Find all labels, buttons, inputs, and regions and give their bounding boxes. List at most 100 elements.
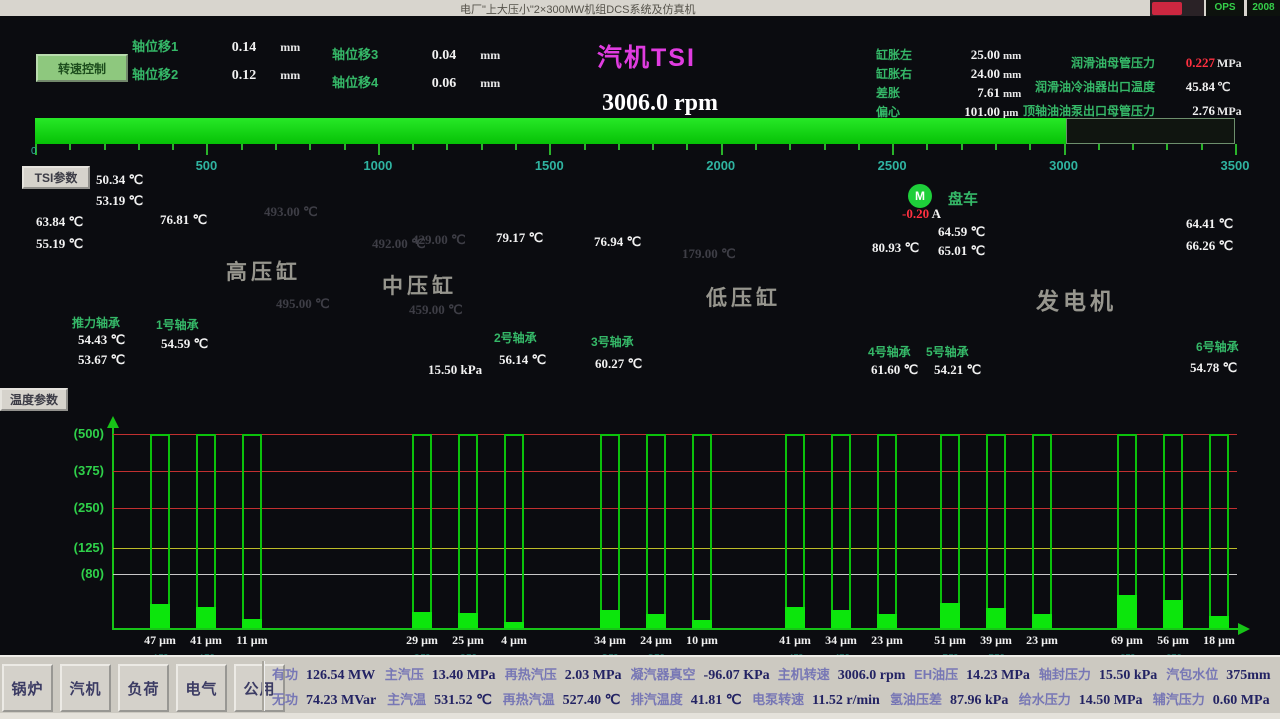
chart-y-tick-label: (80) [80,566,104,581]
bearing3-temp: 60.27 ℃ [595,356,643,371]
parameter-cell: 轴封压力 15.50 kPa [1039,664,1166,684]
axial-label: 轴位移2 [132,67,179,82]
ip-temp-upper: 429.00 ℃ [412,232,466,247]
parameter-label: 辅汽压力 [1152,691,1205,707]
speed-tick [617,144,620,150]
footer-tab-锅炉[interactable]: 锅炉 [2,664,53,712]
speed-tick [1235,144,1237,155]
chart-gridline [113,508,1237,509]
speed-tick [686,144,689,150]
vibration-bar-fill [692,620,712,628]
parameter-value: 13.40 MPa [431,667,496,683]
axial-displacement-row: 轴位移3 0.04 mm [332,44,500,64]
bearing1-top-temp: 76.81 ℃ [160,212,208,227]
speed-bar-empty [1066,118,1235,144]
parameter-value: 15.50 kPa [1098,667,1158,683]
speed-tick-label: 500 [195,158,218,173]
turning-gear-motor-icon[interactable]: M [908,184,932,208]
parameter-cell: 凝汽器真空 -96.07 KPa [631,664,778,684]
speed-tick-label: 1000 [363,158,393,173]
vibration-value-label: 29 μm [406,633,438,647]
parameter-row-1: 有功 126.54 MW 主汽压 13.40 MPa 再热汽压 2.03 MPa 凝汽器真空… [272,664,1280,684]
parameter-cell: 有功 126.54 MW [272,664,385,684]
bearing6-top-temp-1: 64.41 ℃ [1186,216,1234,231]
vibration-bar-fill [412,612,432,628]
vibration-bar-fill [600,610,620,628]
hp-temp-1: 493.00 ℃ [264,204,318,219]
bearing4-temp: 61.60 ℃ [871,362,919,377]
parameter-value: 3006.0 rpm [837,667,906,683]
speed-tick [755,144,757,150]
speed-tick [960,144,963,150]
vibration-value-label: 4 μm [501,633,527,647]
axial-unit: mm [480,76,501,90]
speed-bar [35,118,1235,144]
chart-y-tick-label: (500) [73,426,104,441]
speed-tick-label: 3000 [1049,158,1079,173]
parameter-label: 有功 [272,666,299,682]
vibration-value-label: 11 μm [236,633,268,647]
speed-tick [583,144,586,150]
vibration-value-label: 18 μm [1203,633,1235,647]
vibration-bar-channel [785,434,805,628]
speed-tick-label: 2500 [877,158,907,173]
axial-label: 轴位移3 [332,47,379,62]
speed-tick [1029,144,1032,150]
vibration-value-label: 69 μm [1111,633,1143,647]
vibration-bar-channel [831,434,851,628]
vibration-bar-fill [831,610,851,628]
speed-tick-label: 1500 [534,158,564,173]
parameter-label: 主汽压 [384,666,424,682]
thrust-top-temp-2: 53.19 ℃ [96,193,144,208]
turning-gear-label: 盘车 [948,191,979,208]
parameter-value: 14.23 MPa [966,667,1030,683]
vibration-bar-channel [986,434,1006,628]
parameter-label: 电泵转速 [752,691,805,707]
expansion-row: 缸胀右 24.00 mm [876,66,1022,81]
chart-gridline [113,471,1237,472]
axial-unit: mm [480,48,501,62]
vibration-value-label: 23 μm [871,633,903,647]
parameter-cell: 主汽温 531.52 ℃ [387,689,503,709]
lp-cylinder-label: 低压缸 [706,287,781,310]
footer-tab-电气[interactable]: 电气 [176,664,227,712]
vibration-bar-channel [504,434,524,628]
vibration-bar-fill [1032,614,1052,628]
parameter-label: 汽包水位 [1166,666,1219,682]
vibration-bar-channel [940,434,960,628]
vibration-bar-channel [1163,434,1183,628]
vibration-bar-fill [1117,595,1137,628]
vibration-bar-channel [600,434,620,628]
speed-tick [720,144,723,155]
footer-tab-汽机[interactable]: 汽机 [60,664,111,712]
axial-value: 0.12 [231,68,257,83]
speed-control-button[interactable]: 转速控制 [36,54,128,82]
footer-tab-公用[interactable]: 公用 [234,664,285,712]
thrust-temp-1: 54.43 ℃ [78,332,126,347]
vibration-value-label: 34 μm [594,633,626,647]
parameter-cell: 主机转速 3006.0 rpm [778,664,914,684]
vibration-bar-channel [412,434,432,628]
window-titlebar: 电厂"上大压小"2×300MW机组DCS系统及仿真机 [0,0,1280,17]
vibration-bar-fill [150,604,170,628]
temp-params-button[interactable]: 温度参数 [0,388,68,411]
vibration-value-label: 34 μm [825,633,857,647]
footer-tab-负荷[interactable]: 负荷 [118,664,169,712]
bottom-status-bar: 锅炉 汽机 负荷 电气 公用 有功 126.54 MW 主汽压 13.40 MPa 再热汽压 2.… [0,655,1280,715]
thrust-bearing-label: 推力轴承 [72,316,121,330]
parameter-value: 74.23 MVar [306,692,377,708]
parameter-cell: 汽包水位 375mm [1166,664,1280,684]
vibration-bar-fill [646,614,666,628]
bearing1-temp: 54.59 ℃ [161,336,209,351]
speed-tick [857,144,860,150]
vibration-bar-fill [940,603,960,628]
vibration-value-label: 10 μm [686,633,718,647]
parameter-label: 无功 [272,691,299,707]
vibration-bar-fill [458,613,478,628]
tsi-params-button[interactable]: TSI参数 [22,166,90,189]
hp-temp-3: 495.00 ℃ [276,296,330,311]
parameter-label: 氢油压差 [889,691,942,707]
bearing6-label: 6号轴承 [1196,340,1239,354]
vibration-bar-channel [242,434,262,628]
speed-tick [137,144,140,150]
